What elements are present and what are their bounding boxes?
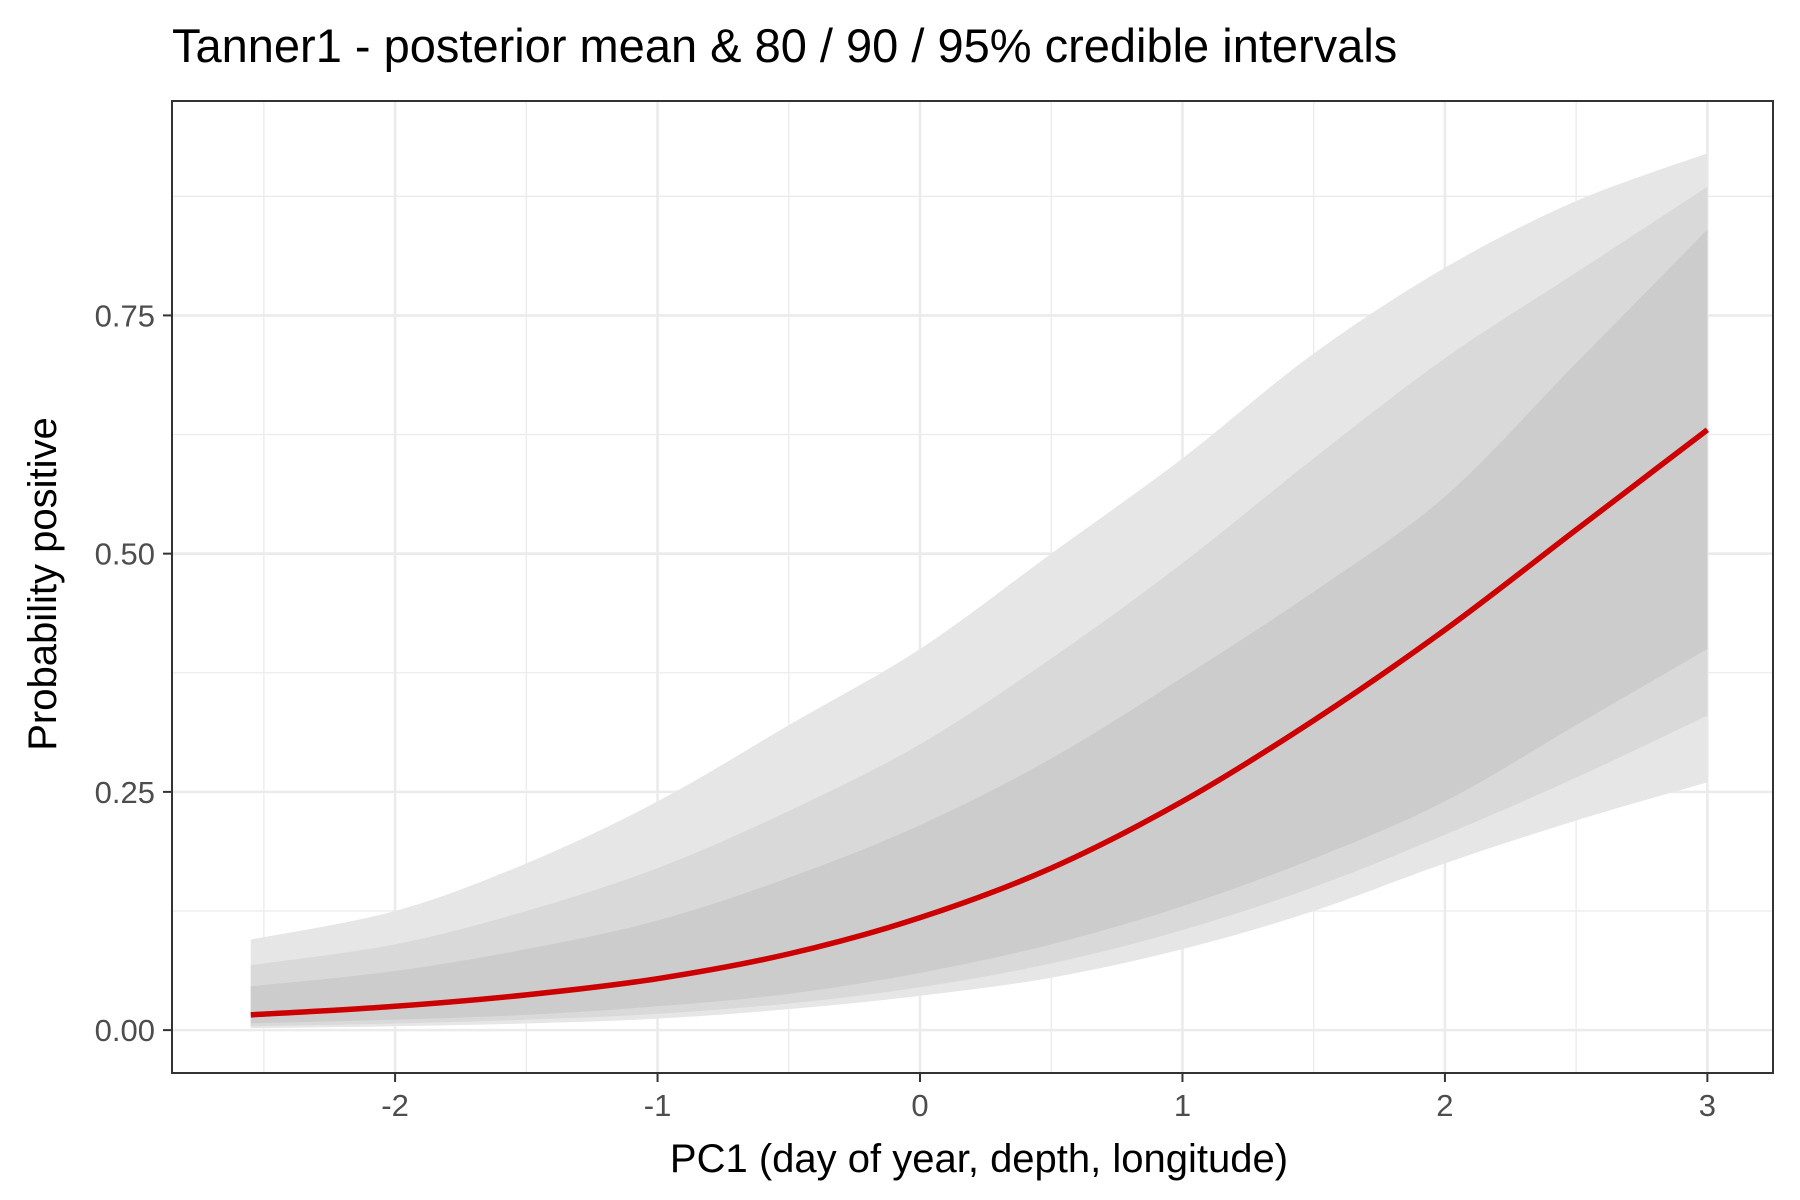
x-tick-label: -1 <box>644 1088 672 1123</box>
y-tick-label: 0.50 <box>95 537 155 572</box>
y-axis-title: Probability positive <box>21 417 65 751</box>
x-tick-label: 3 <box>1699 1088 1716 1123</box>
credible-band-80 <box>250 229 1708 1024</box>
y-tick-label: 0.25 <box>95 775 155 810</box>
y-tick-label: 0.00 <box>95 1013 155 1048</box>
x-tick-label: 1 <box>1174 1088 1191 1123</box>
panel-border <box>171 100 1774 1074</box>
chart-title: Tanner1 - posterior mean & 80 / 90 / 95%… <box>172 19 1397 72</box>
panel-border-group <box>171 100 1774 1074</box>
x-tick-label: -2 <box>381 1088 409 1123</box>
y-tick-label: 0.75 <box>95 298 155 333</box>
x-axis-title: PC1 (day of year, depth, longitude) <box>670 1137 1288 1181</box>
x-tick-label: 0 <box>911 1088 928 1123</box>
posterior-mean-line <box>250 427 1710 1018</box>
posterior-mean-line-group <box>250 427 1710 1018</box>
credible-interval-bands <box>250 153 1708 1029</box>
x-tick-label: 2 <box>1436 1088 1453 1123</box>
axes: -2 -1 0 1 2 3 0.00 0.25 0.50 0.75 <box>95 298 1716 1123</box>
